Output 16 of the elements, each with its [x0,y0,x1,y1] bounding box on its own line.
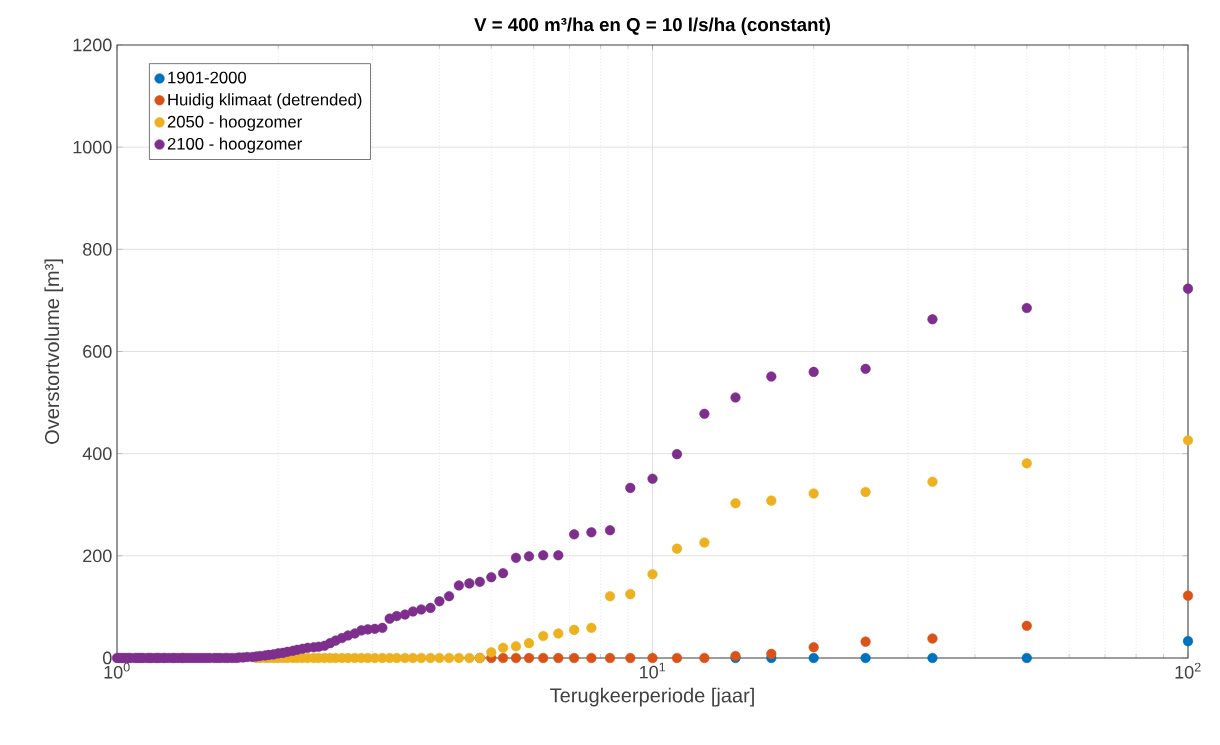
y-tick-label: 1200 [73,38,112,52]
chart-title: V = 400 m³/ha en Q = 10 l/s/ha (constant) [474,17,830,35]
legend-label: 2050 - hoogzomer [167,115,302,131]
legend-label: 2100 - hoogzomer [167,137,302,153]
y-tick-label: 400 [82,447,112,461]
x-tick-label: 10$^{1}$ [640,662,666,679]
legend-label: 1901-2000 [168,71,247,84]
y-tick-label: 1000 [73,140,112,154]
x-tick-label: 10$^{2}$ [1175,662,1201,679]
y-tick-label: 200 [83,549,112,563]
y-axis-title: Overstortvolume [m³] [44,259,64,444]
x-axis-title: Terugkeerperiode [jaar] [550,687,754,707]
y-tick-label: 800 [83,242,112,256]
legend-label: Huidig klimaat (detrended) [168,93,362,109]
y-tick-label: 600 [83,345,112,358]
y-tick-label: 0 [103,651,112,665]
